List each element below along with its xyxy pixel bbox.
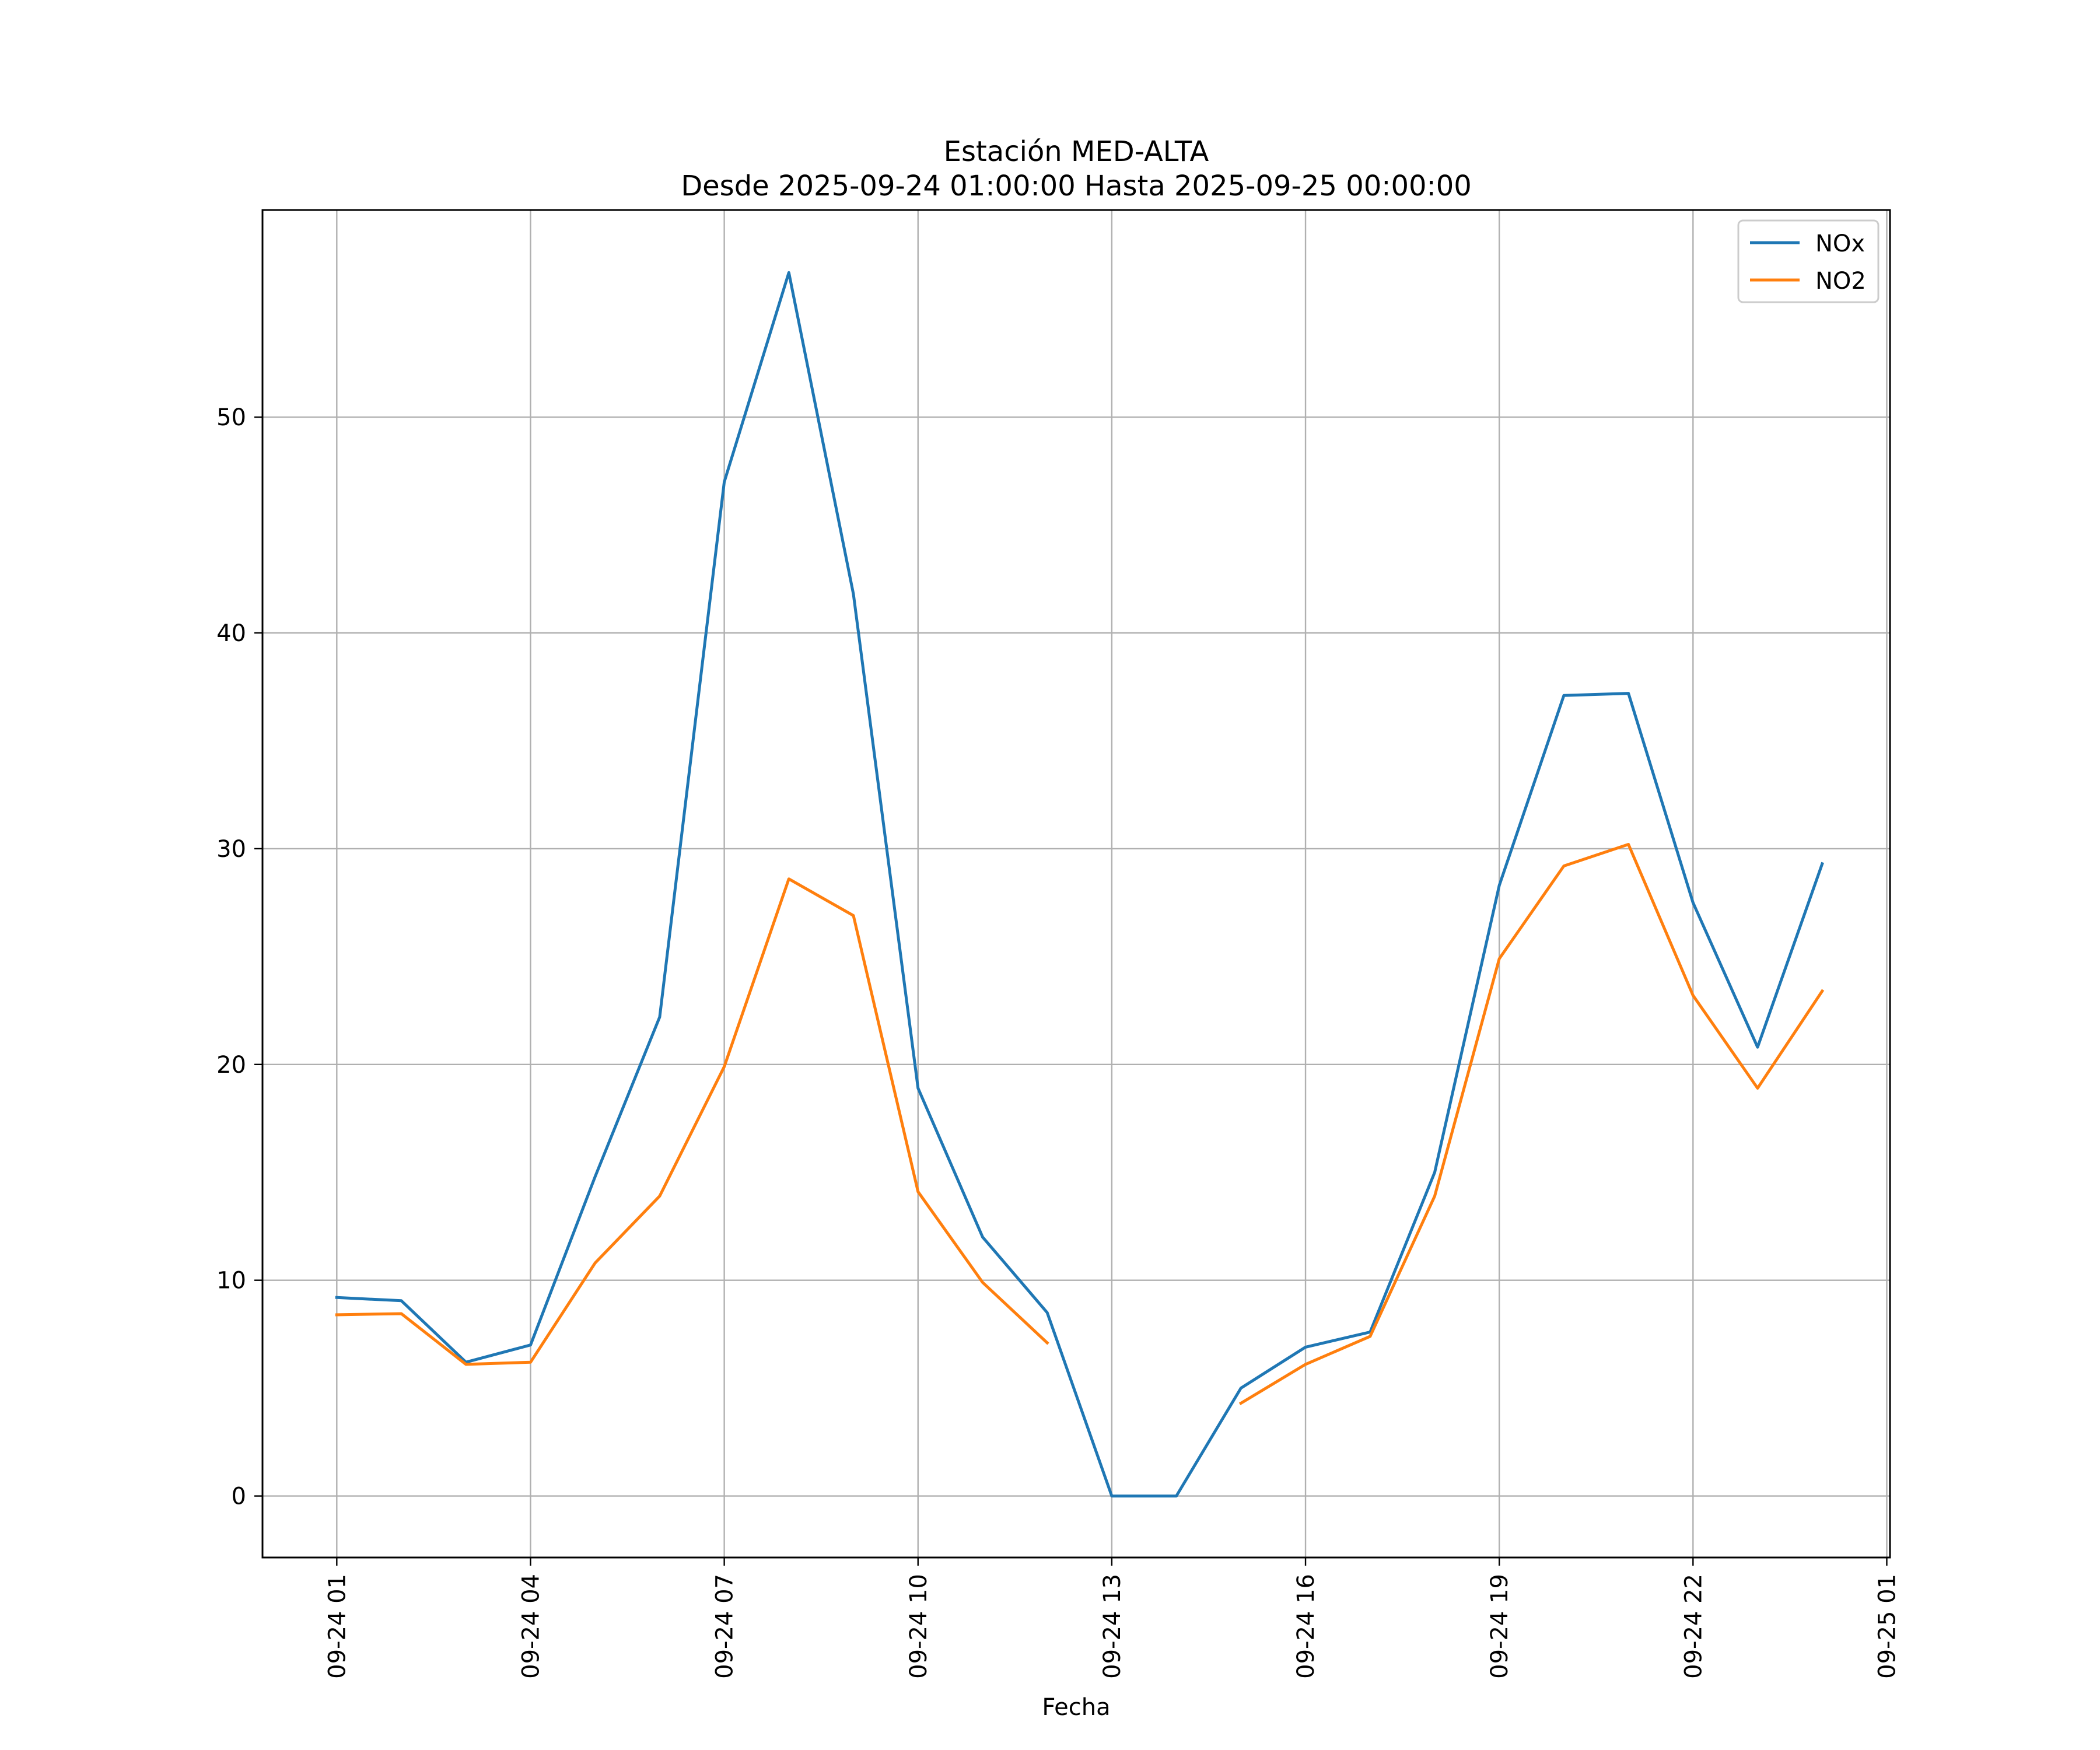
legend-label-no2: NO2 — [1815, 268, 1866, 295]
y-tick-label: 50 — [216, 404, 246, 431]
x-tick-label: 09-24 04 — [517, 1574, 544, 1679]
x-axis-label: Fecha — [1042, 1694, 1110, 1721]
y-tick-label: 40 — [216, 620, 246, 647]
legend: NOx NO2 — [1737, 219, 1880, 303]
y-tick-label: 20 — [216, 1052, 246, 1079]
x-tick-label: 09-24 07 — [712, 1574, 738, 1679]
series-lines — [335, 271, 1825, 1498]
legend-box — [1737, 219, 1880, 303]
y-axis-ticks: 0 10 20 30 40 50 — [216, 404, 262, 1510]
x-axis-ticks: 09-24 01 09-24 04 09-24 07 09-24 10 09-24 13… — [324, 1558, 1901, 1679]
x-tick-label: 09-24 01 — [324, 1574, 351, 1679]
series-line-nox — [335, 271, 1824, 1498]
x-tick-label: 09-24 13 — [1099, 1574, 1126, 1679]
y-tick-label: 0 — [232, 1483, 246, 1510]
x-tick-label: 09-24 10 — [905, 1574, 932, 1679]
chart-title-line2: Desde 2025-09-24 01:00:00 Hasta 2025-09-… — [681, 170, 1472, 202]
x-tick-label: 09-24 19 — [1486, 1574, 1513, 1679]
x-tick-label: 09-24 22 — [1680, 1574, 1707, 1679]
series-line-no2 — [335, 843, 1825, 1405]
x-tick-label: 09-24 16 — [1293, 1574, 1320, 1679]
plot-frame — [261, 209, 1891, 1559]
x-tick-label: 09-25 01 — [1874, 1574, 1901, 1679]
chart-title-line1: Estación MED-ALTA — [944, 135, 1209, 168]
y-tick-label: 10 — [216, 1268, 246, 1294]
legend-label-nox: NOx — [1815, 230, 1865, 257]
y-tick-label: 30 — [216, 836, 246, 863]
